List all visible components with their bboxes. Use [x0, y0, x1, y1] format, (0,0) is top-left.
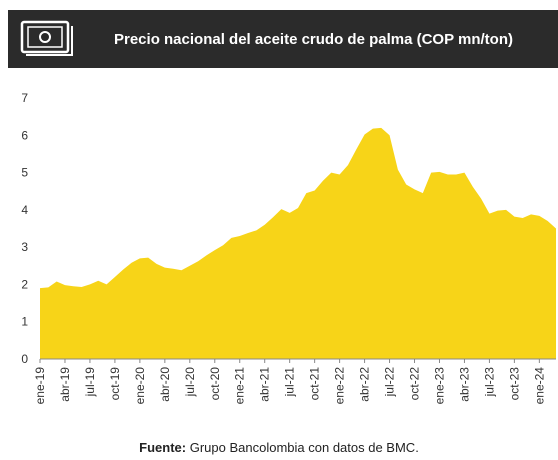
- y-tick-label: 7: [21, 91, 28, 105]
- y-axis: 0 1 2 3 4 5 6 7: [21, 91, 28, 366]
- x-tick-label: oct-19: [108, 367, 122, 401]
- y-tick-label: 3: [21, 240, 28, 254]
- x-tick-label: jul-19: [83, 367, 97, 398]
- source-label: Fuente:: [139, 440, 187, 455]
- x-tick-label: jul-21: [283, 367, 297, 398]
- x-tick-label: abr-19: [58, 367, 72, 402]
- x-tick-label: oct-23: [507, 367, 521, 401]
- x-axis: ene-19 abr-19 jul-19 oct-19 ene-20 abr-20 jul-…: [33, 359, 546, 404]
- y-tick-label: 1: [21, 315, 28, 329]
- chart-header: Precio nacional del aceite crudo de palm…: [8, 10, 558, 68]
- x-tick-label: ene-23: [432, 367, 446, 405]
- x-tick-label: jul-23: [482, 367, 496, 398]
- source-text: Grupo Bancolombia con datos de BMC.: [186, 440, 419, 455]
- source-note: Fuente: Grupo Bancolombia con datos de B…: [0, 440, 558, 455]
- y-tick-label: 6: [21, 128, 28, 142]
- x-tick-label: jul-20: [183, 367, 197, 398]
- chart-title: Precio nacional del aceite crudo de palm…: [114, 30, 513, 48]
- y-tick-label: 2: [21, 277, 28, 291]
- x-tick-label: abr-21: [258, 367, 272, 402]
- x-tick-label: oct-22: [408, 367, 422, 401]
- price-area: [40, 127, 556, 359]
- y-tick-label: 0: [21, 352, 28, 366]
- x-tick-label: ene-20: [133, 367, 147, 405]
- y-tick-label: 5: [21, 166, 28, 180]
- y-tick-label: 4: [21, 203, 28, 217]
- x-tick-label: oct-21: [308, 367, 322, 401]
- x-tick-label: abr-23: [457, 367, 471, 402]
- x-tick-label: jul-22: [383, 367, 397, 398]
- money-bill-icon: [20, 20, 73, 56]
- x-tick-label: oct-20: [208, 367, 222, 401]
- x-tick-label: ene-21: [233, 367, 247, 405]
- x-tick-label: ene-24: [532, 367, 546, 405]
- x-tick-label: ene-19: [33, 367, 47, 405]
- x-tick-label: abr-22: [358, 367, 372, 402]
- x-tick-label: ene-22: [333, 367, 347, 405]
- x-tick-label: abr-20: [158, 367, 172, 402]
- area-chart: 0 1 2 3 4 5 6 7 ene-19 abr-19 jul-19 oct-19 ene-20 a…: [21, 91, 556, 404]
